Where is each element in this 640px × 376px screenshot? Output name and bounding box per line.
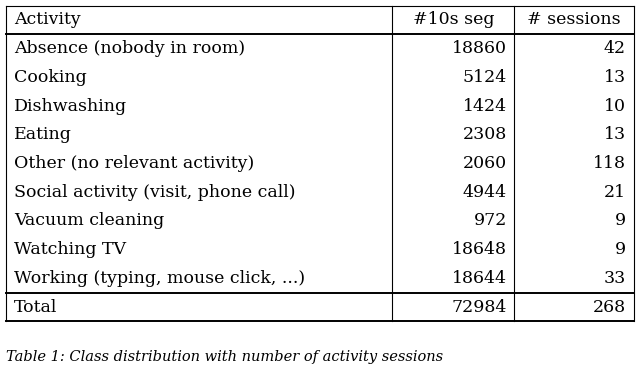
Text: Total: Total <box>14 299 58 315</box>
Text: Cooking: Cooking <box>14 69 87 86</box>
Text: 21: 21 <box>604 184 626 201</box>
Text: Absence (nobody in room): Absence (nobody in room) <box>14 40 245 57</box>
Text: 9: 9 <box>615 241 626 258</box>
Text: Dishwashing: Dishwashing <box>14 98 127 115</box>
Text: Social activity (visit, phone call): Social activity (visit, phone call) <box>14 184 296 201</box>
Text: 2308: 2308 <box>463 126 507 143</box>
Text: 18648: 18648 <box>452 241 507 258</box>
Text: 118: 118 <box>593 155 626 172</box>
Text: Other (no relevant activity): Other (no relevant activity) <box>14 155 254 172</box>
Text: 10: 10 <box>604 98 626 115</box>
Text: Table 1: Class distribution with number of activity sessions: Table 1: Class distribution with number … <box>6 350 444 364</box>
Text: 1424: 1424 <box>463 98 507 115</box>
Text: 13: 13 <box>604 69 626 86</box>
Text: 2060: 2060 <box>463 155 507 172</box>
Text: 42: 42 <box>604 40 626 57</box>
Text: Watching TV: Watching TV <box>14 241 126 258</box>
Text: 268: 268 <box>593 299 626 315</box>
Text: 18860: 18860 <box>452 40 507 57</box>
Text: 33: 33 <box>604 270 626 287</box>
Text: 9: 9 <box>615 212 626 229</box>
Text: #10s seg: #10s seg <box>413 12 494 29</box>
Text: 72984: 72984 <box>451 299 507 315</box>
Text: Vacuum cleaning: Vacuum cleaning <box>14 212 164 229</box>
Text: Working (typing, mouse click, ...): Working (typing, mouse click, ...) <box>14 270 305 287</box>
Text: # sessions: # sessions <box>527 12 621 29</box>
Text: Eating: Eating <box>14 126 72 143</box>
Text: 13: 13 <box>604 126 626 143</box>
Text: 5124: 5124 <box>463 69 507 86</box>
Text: 972: 972 <box>474 212 507 229</box>
Text: 4944: 4944 <box>463 184 507 201</box>
Text: 18644: 18644 <box>452 270 507 287</box>
Text: Activity: Activity <box>14 12 81 29</box>
